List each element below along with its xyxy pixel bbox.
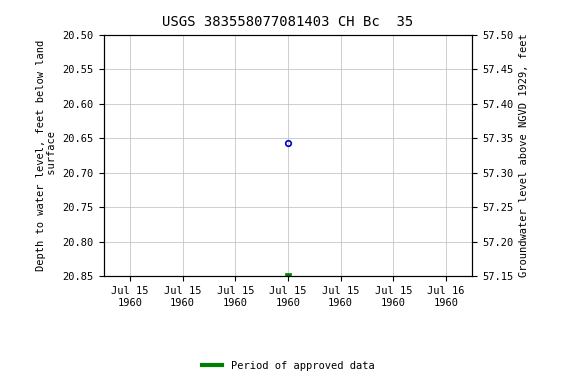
Title: USGS 383558077081403 CH Bc  35: USGS 383558077081403 CH Bc 35: [162, 15, 414, 29]
Y-axis label: Groundwater level above NGVD 1929, feet: Groundwater level above NGVD 1929, feet: [519, 34, 529, 277]
Legend: Period of approved data: Period of approved data: [198, 357, 378, 375]
Y-axis label: Depth to water level, feet below land
 surface: Depth to water level, feet below land su…: [36, 40, 57, 271]
